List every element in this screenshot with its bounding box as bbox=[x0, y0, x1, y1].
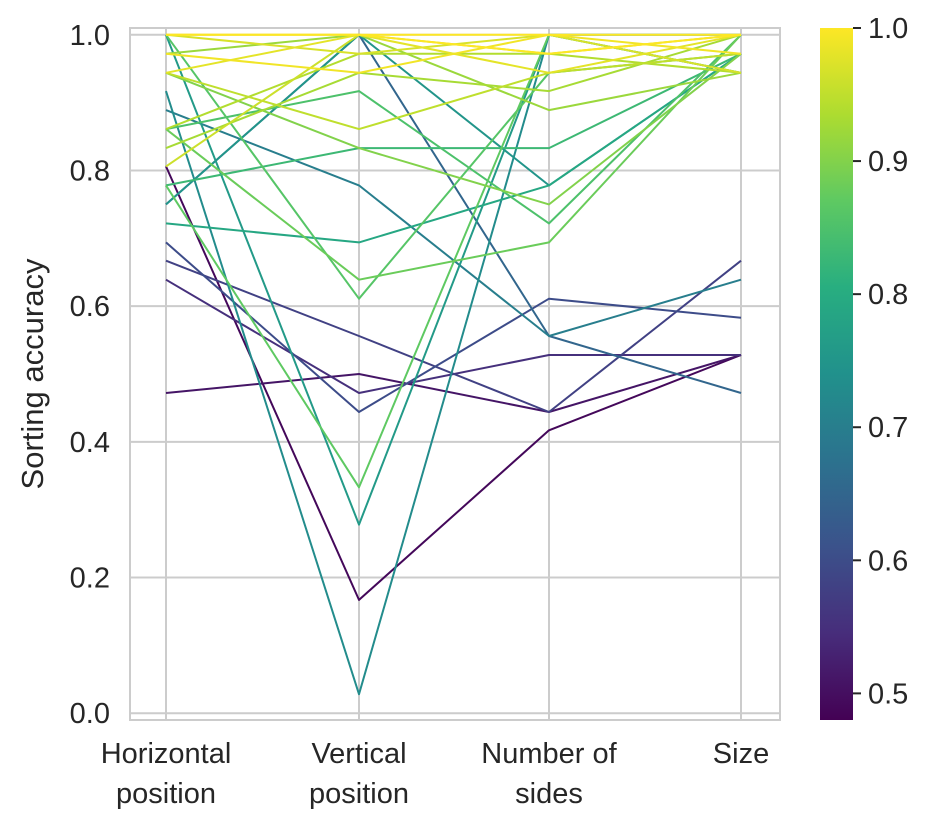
y-tick-label: 1.0 bbox=[70, 20, 110, 52]
colorbar-tick-label: 0.8 bbox=[868, 279, 908, 311]
colorbar-tick-label: 0.7 bbox=[868, 412, 908, 444]
series-line-run-04 bbox=[165, 259, 742, 413]
x-tick-labels: Horizontal position Vertical position Number… bbox=[101, 738, 769, 810]
plot-frame bbox=[129, 27, 781, 721]
series-line-run-08 bbox=[165, 33, 741, 696]
x-tick-label: Horizontal bbox=[101, 738, 232, 770]
x-tick-label: sides bbox=[515, 778, 583, 810]
series-line-run-05 bbox=[165, 241, 742, 413]
x-tick-label: Vertical bbox=[311, 738, 406, 770]
colorbar-tick-label: 1.0 bbox=[868, 13, 908, 45]
y-tick-labels: 0.0 0.2 0.4 0.6 0.8 1.0 bbox=[70, 20, 110, 730]
series-line-run-11 bbox=[165, 52, 742, 244]
colorbar-tick-label: 0.5 bbox=[868, 678, 908, 710]
series-line-run-25 bbox=[165, 33, 742, 74]
colorbar-tick-label: 0.9 bbox=[868, 146, 908, 178]
series-line-run-07 bbox=[165, 109, 742, 337]
y-tick-label: 0.0 bbox=[70, 698, 110, 730]
y-tick-label: 0.4 bbox=[70, 427, 110, 459]
x-tick-label: Size bbox=[713, 738, 769, 770]
series-layer bbox=[165, 33, 742, 696]
y-tick-label: 0.8 bbox=[70, 155, 110, 187]
series-line-run-20 bbox=[165, 52, 742, 131]
series-line-run-02 bbox=[165, 354, 742, 413]
series-line-run-03 bbox=[165, 278, 741, 394]
x-tick-label: position bbox=[309, 778, 409, 810]
y-axis-label: Sorting accuracy bbox=[15, 258, 50, 489]
colorbar-tick-label: 0.6 bbox=[868, 545, 908, 577]
x-tick-label: position bbox=[116, 778, 216, 810]
y-tick-label: 0.6 bbox=[70, 291, 110, 323]
series-line-run-16 bbox=[165, 34, 742, 281]
colorbar bbox=[820, 28, 853, 720]
colorbar-tick-labels: 0.5 0.6 0.7 0.8 0.9 1.0 bbox=[853, 13, 908, 710]
x-tick-label: Number of bbox=[481, 738, 617, 770]
y-tick-label: 0.2 bbox=[70, 563, 110, 595]
